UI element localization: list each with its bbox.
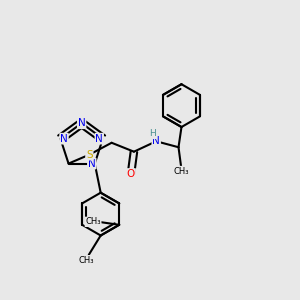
Text: N: N	[78, 118, 86, 128]
Text: N: N	[88, 159, 96, 169]
Text: CH₃: CH₃	[78, 256, 94, 265]
Text: O: O	[127, 169, 135, 179]
Text: N: N	[60, 134, 68, 144]
Text: H: H	[149, 129, 156, 138]
Text: CH₃: CH₃	[174, 167, 189, 176]
Text: S: S	[86, 150, 93, 160]
Text: N: N	[152, 136, 160, 146]
Text: N: N	[95, 134, 103, 144]
Text: CH₃: CH₃	[85, 217, 101, 226]
